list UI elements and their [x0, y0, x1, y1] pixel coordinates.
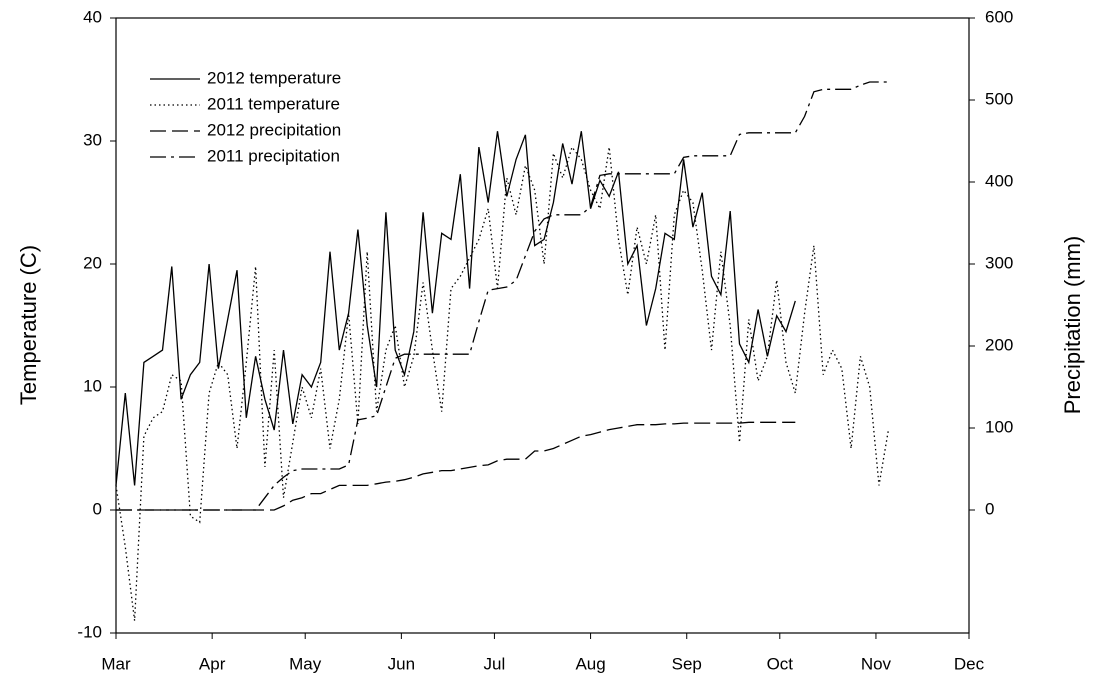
y-tick-label: -10 — [77, 622, 102, 641]
series-line — [116, 421, 796, 511]
y-tick-label: 30 — [83, 130, 102, 149]
x-tick-label: Jun — [388, 654, 415, 673]
y2-tick-label: 100 — [985, 417, 1013, 436]
x-tick-label: Aug — [575, 654, 605, 673]
y2-axis-title: Precipitation (mm) — [1060, 236, 1085, 414]
y2-tick-label: 0 — [985, 499, 994, 518]
series-line — [115, 145, 890, 621]
legend-label: 2012 precipitation — [207, 120, 341, 139]
y2-tick-label: 600 — [985, 7, 1013, 26]
plot-frame — [115, 17, 970, 634]
x-tick-label: Apr — [199, 654, 226, 673]
y-tick-label: 0 — [93, 499, 102, 518]
x-tick-label: Mar — [101, 654, 131, 673]
y-tick-label: 40 — [83, 7, 102, 26]
y2-tick-label: 200 — [985, 335, 1013, 354]
y-axis-title: Temperature (C) — [16, 245, 41, 405]
legend-label: 2012 temperature — [207, 68, 341, 87]
x-tick-label: Sep — [672, 654, 702, 673]
y2-tick-label: 400 — [985, 171, 1013, 190]
x-tick-label: Dec — [954, 654, 985, 673]
legend-label: 2011 temperature — [207, 94, 340, 113]
legend-label: 2011 precipitation — [207, 146, 340, 165]
y2-tick-label: 300 — [985, 253, 1013, 272]
y2-tick-label: 500 — [985, 89, 1013, 108]
x-tick-label: May — [289, 654, 322, 673]
series-line — [116, 81, 889, 511]
y-tick-label: 20 — [83, 253, 102, 272]
y-tick-label: 10 — [83, 376, 102, 395]
x-tick-label: Jul — [484, 654, 506, 673]
x-tick-label: Nov — [861, 654, 892, 673]
series-line — [115, 131, 796, 486]
x-tick-label: Oct — [767, 654, 794, 673]
